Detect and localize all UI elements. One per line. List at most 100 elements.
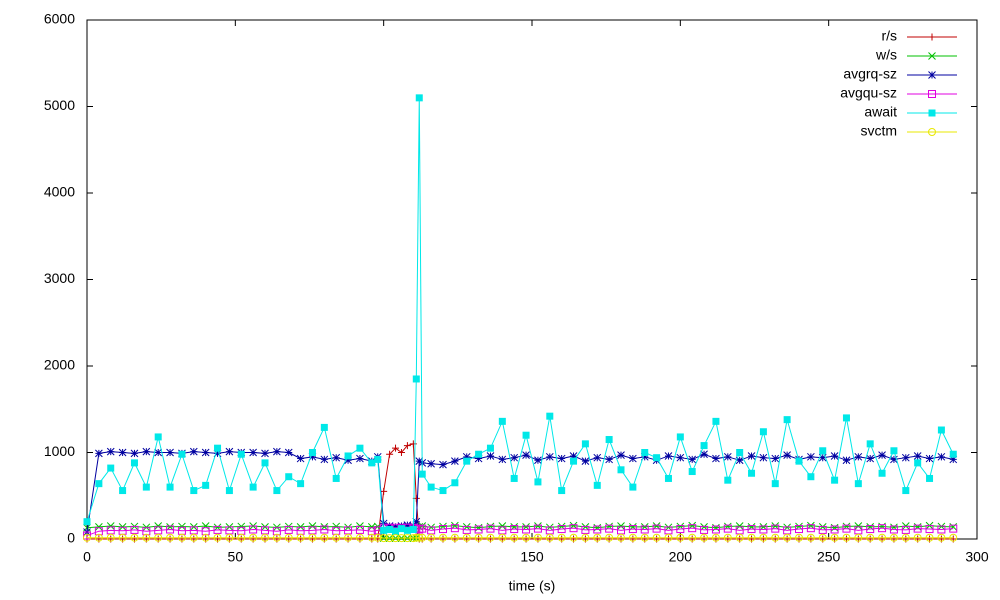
legend-label: await: [864, 104, 897, 120]
point: [771, 533, 780, 542]
point: [807, 473, 815, 481]
point: [700, 450, 708, 459]
point: [676, 525, 685, 534]
point: [297, 480, 305, 488]
point: [296, 454, 305, 463]
point: [94, 533, 103, 542]
point: [759, 533, 768, 542]
point: [581, 533, 590, 542]
point: [534, 478, 542, 486]
point: [166, 483, 174, 491]
point: [178, 450, 186, 458]
point: [818, 525, 827, 534]
point: [570, 457, 578, 465]
y-tick-label: 3000: [44, 270, 75, 286]
point: [130, 449, 139, 458]
point: [367, 527, 376, 536]
point: [225, 487, 233, 495]
point: [355, 525, 364, 534]
point: [439, 533, 447, 542]
point: [392, 444, 400, 452]
point: [474, 525, 483, 534]
point: [748, 469, 756, 477]
point: [379, 534, 388, 543]
point: [545, 533, 554, 542]
point: [202, 481, 210, 489]
point: [723, 533, 732, 542]
point: [106, 533, 115, 542]
point: [510, 525, 519, 534]
point: [628, 533, 637, 542]
point: [949, 524, 958, 533]
point: [676, 433, 684, 441]
point: [557, 454, 566, 463]
legend-marker: [928, 109, 936, 117]
point: [878, 524, 887, 533]
point: [866, 533, 875, 542]
point: [889, 525, 898, 534]
point: [640, 533, 649, 542]
x-tick-label: 0: [83, 549, 91, 565]
point: [842, 533, 851, 542]
point: [522, 533, 531, 542]
point: [664, 474, 672, 482]
point: [213, 449, 222, 458]
point: [189, 533, 198, 542]
point: [439, 487, 447, 495]
point: [189, 447, 198, 456]
point: [617, 533, 625, 542]
point: [783, 416, 791, 424]
point: [711, 533, 720, 542]
point: [830, 523, 839, 532]
point: [367, 533, 376, 542]
point: [558, 487, 566, 495]
point: [474, 523, 483, 532]
y-tick-label: 0: [67, 530, 75, 546]
point: [83, 533, 91, 542]
point: [94, 527, 103, 536]
point: [676, 533, 685, 542]
point: [629, 483, 637, 491]
point: [403, 534, 412, 543]
point: [118, 448, 127, 457]
point: [83, 518, 91, 526]
point: [178, 522, 186, 531]
point: [795, 525, 803, 534]
point: [795, 533, 803, 542]
point: [581, 440, 589, 448]
point: [356, 454, 364, 463]
point: [806, 533, 815, 542]
point: [806, 524, 815, 533]
point: [332, 474, 340, 482]
point: [463, 457, 471, 465]
point: [735, 522, 744, 530]
point: [712, 454, 720, 463]
point: [723, 452, 732, 461]
point: [142, 527, 151, 536]
point: [557, 525, 566, 534]
point: [451, 457, 459, 466]
point: [581, 525, 590, 534]
point: [403, 521, 412, 530]
point: [284, 525, 293, 534]
point: [545, 452, 554, 461]
legend-label: avgrq-sz: [843, 66, 897, 82]
point: [605, 524, 614, 533]
point: [593, 453, 602, 462]
point: [605, 455, 613, 464]
point: [83, 531, 91, 540]
point: [854, 522, 863, 530]
point: [213, 533, 222, 542]
point: [373, 533, 382, 542]
point: [142, 483, 150, 491]
point: [397, 449, 405, 456]
point: [901, 525, 910, 534]
point: [866, 525, 875, 534]
point: [386, 525, 394, 533]
point: [397, 534, 406, 543]
point: [759, 453, 768, 462]
point: [569, 524, 578, 533]
point: [617, 522, 625, 530]
point: [166, 525, 175, 534]
point: [890, 455, 898, 464]
